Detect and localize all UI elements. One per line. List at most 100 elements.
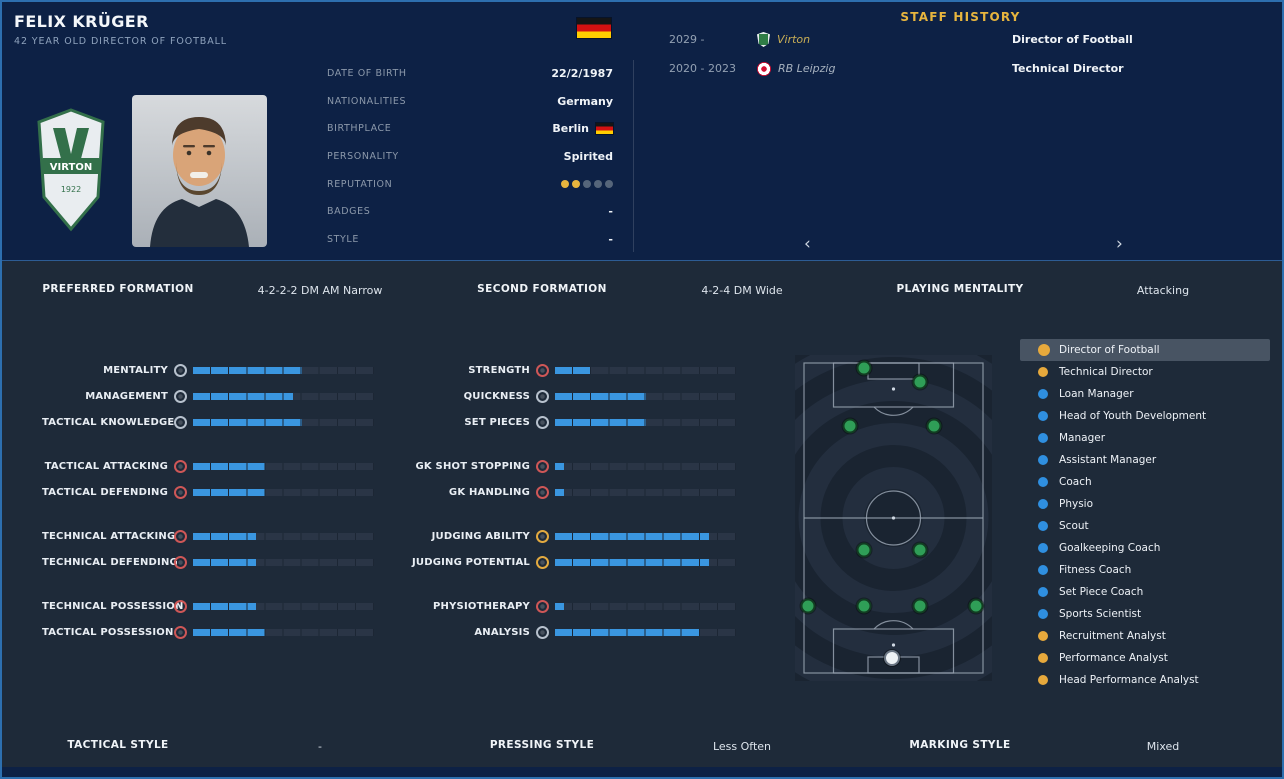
tactical-style-value: - — [318, 740, 322, 753]
attribute-label: TECHNICAL POSSESSION — [42, 600, 184, 612]
role-row[interactable]: Scout — [1020, 515, 1270, 537]
attribute-category-icon — [536, 625, 549, 639]
attribute-bar-fill — [193, 602, 257, 610]
attribute-row: TACTICAL ATTACKING — [42, 457, 374, 475]
role-suitability-dot — [1038, 367, 1048, 377]
attribute-label: JUDGING POTENTIAL — [411, 556, 530, 568]
role-row[interactable]: Performance Analyst — [1020, 647, 1270, 669]
history-club-name: Virton — [777, 33, 811, 46]
preferred-formation-label: PREFERRED FORMATION — [42, 283, 194, 295]
role-row[interactable]: Director of Football — [1020, 339, 1270, 361]
attribute-category-icon — [536, 389, 549, 403]
detail-label: NATIONALITIES — [327, 95, 407, 107]
attribute-label: MENTALITY — [103, 364, 168, 376]
carousel-next-button[interactable]: › — [1116, 234, 1123, 254]
role-label: Manager — [1059, 432, 1106, 444]
attribute-category-icon — [536, 485, 549, 499]
role-suitability-dot — [1038, 609, 1048, 619]
history-years: 2029 - — [669, 33, 705, 46]
role-row[interactable]: Head of Youth Development — [1020, 405, 1270, 427]
attribute-label: TACTICAL POSSESSION — [42, 626, 174, 638]
attribute-label: SET PIECES — [464, 416, 530, 428]
attribute-bar-track — [193, 532, 374, 540]
attribute-row: TECHNICAL ATTACKING — [42, 527, 374, 545]
detail-label: PERSONALITY — [327, 151, 399, 163]
role-label: Coach — [1059, 476, 1092, 488]
attribute-bar-fill — [193, 532, 257, 540]
attribute-bar-track — [193, 488, 374, 496]
role-row[interactable]: Physio — [1020, 493, 1270, 515]
role-row[interactable]: Recruitment Analyst — [1020, 625, 1270, 647]
role-row[interactable]: Technical Director — [1020, 361, 1270, 383]
staff-history-row[interactable]: 2020 - 2023 RB Leipzig Technical Directo… — [647, 55, 1274, 82]
formation-pitch — [795, 355, 992, 681]
role-suitability-dot — [1038, 543, 1048, 553]
detail-label: STYLE — [327, 233, 359, 245]
role-label: Sports Scientist — [1059, 608, 1142, 620]
attribute-bar-track — [193, 392, 374, 400]
attribute-row: TECHNICAL POSSESSION — [42, 597, 374, 615]
role-row[interactable]: Assistant Manager — [1020, 449, 1270, 471]
role-label: Set Piece Coach — [1059, 586, 1144, 598]
history-role: Director of Football — [1012, 33, 1133, 46]
role-suitability-dot — [1038, 521, 1048, 531]
detail-label: BIRTHPLACE — [327, 123, 392, 135]
role-suitability-dot — [1038, 631, 1048, 641]
detail-row-date-of-birth: DATE OF BIRTH 22/2/1987 — [327, 60, 613, 88]
attribute-category-icon — [536, 529, 549, 543]
attribute-label: GK SHOT STOPPING — [415, 460, 530, 472]
attribute-bar-track — [555, 532, 736, 540]
playing-mentality-label: PLAYING MENTALITY — [896, 283, 1024, 295]
attribute-bar-fill — [555, 392, 646, 400]
pitch-diagram-icon — [795, 355, 992, 681]
marking-style-value: Mixed — [1146, 740, 1180, 753]
role-row[interactable]: Coach — [1020, 471, 1270, 493]
role-row[interactable]: Sports Scientist — [1020, 603, 1270, 625]
pressing-style-label: PRESSING STYLE — [489, 739, 595, 751]
attribute-bar-track — [555, 558, 736, 566]
role-row[interactable]: Set Piece Coach — [1020, 581, 1270, 603]
attribute-category-icon — [174, 459, 187, 473]
reputation-dot — [605, 180, 613, 189]
staff-portrait — [132, 95, 267, 251]
club-badge: VIRTON 1922 — [36, 108, 106, 236]
role-row[interactable]: Head Performance Analyst — [1020, 669, 1270, 691]
attribute-bar-fill — [193, 418, 302, 426]
role-label: Fitness Coach — [1059, 564, 1132, 576]
attribute-bar-fill — [555, 418, 646, 426]
role-row[interactable]: Goalkeeping Coach — [1020, 537, 1270, 559]
role-row[interactable]: Manager — [1020, 427, 1270, 449]
detail-row-personality: PERSONALITY Spirited — [327, 143, 613, 171]
role-label: Technical Director — [1059, 366, 1153, 378]
second-formation-value: 4-2-4 DM Wide — [701, 284, 783, 297]
role-label: Head of Youth Development — [1059, 410, 1207, 422]
reputation-dot — [572, 180, 580, 189]
staff-history-row[interactable]: 2029 - Virton Director of Football — [647, 26, 1274, 53]
role-suitability-dot — [1038, 411, 1048, 421]
attribute-bar-fill — [555, 628, 700, 636]
staff-roles-list: Director of Football Technical Director … — [1020, 339, 1270, 691]
staff-history-title: STAFF HISTORY — [900, 10, 1021, 24]
attribute-row: TACTICAL KNOWLEDGE — [42, 413, 374, 431]
pressing-style-value: Less Often — [712, 740, 772, 753]
detail-value: 22/2/1987 — [551, 67, 613, 81]
role-label: Loan Manager — [1059, 388, 1134, 400]
role-row[interactable]: Loan Manager — [1020, 383, 1270, 405]
attribute-row: MENTALITY — [42, 361, 374, 379]
carousel-prev-button[interactable]: ‹ — [804, 234, 811, 254]
role-suitability-dot — [1038, 653, 1048, 663]
profile-header: FELIX KRÜGER 42 YEAR OLD DIRECTOR OF FOO… — [2, 2, 1282, 260]
attribute-category-icon — [536, 415, 549, 429]
attribute-row: TECHNICAL DEFENDING — [42, 553, 374, 571]
attribute-category-icon — [174, 599, 187, 613]
role-label: Recruitment Analyst — [1059, 630, 1166, 642]
detail-value: - — [608, 232, 613, 246]
attribute-category-icon — [536, 363, 549, 377]
attribute-label: TECHNICAL DEFENDING — [42, 556, 178, 568]
role-row[interactable]: Fitness Coach — [1020, 559, 1270, 581]
role-label: Director of Football — [1059, 344, 1160, 356]
attribute-label: QUICKNESS — [463, 390, 530, 402]
virton-badge-icon — [757, 32, 770, 47]
attribute-bar-track — [555, 366, 736, 374]
